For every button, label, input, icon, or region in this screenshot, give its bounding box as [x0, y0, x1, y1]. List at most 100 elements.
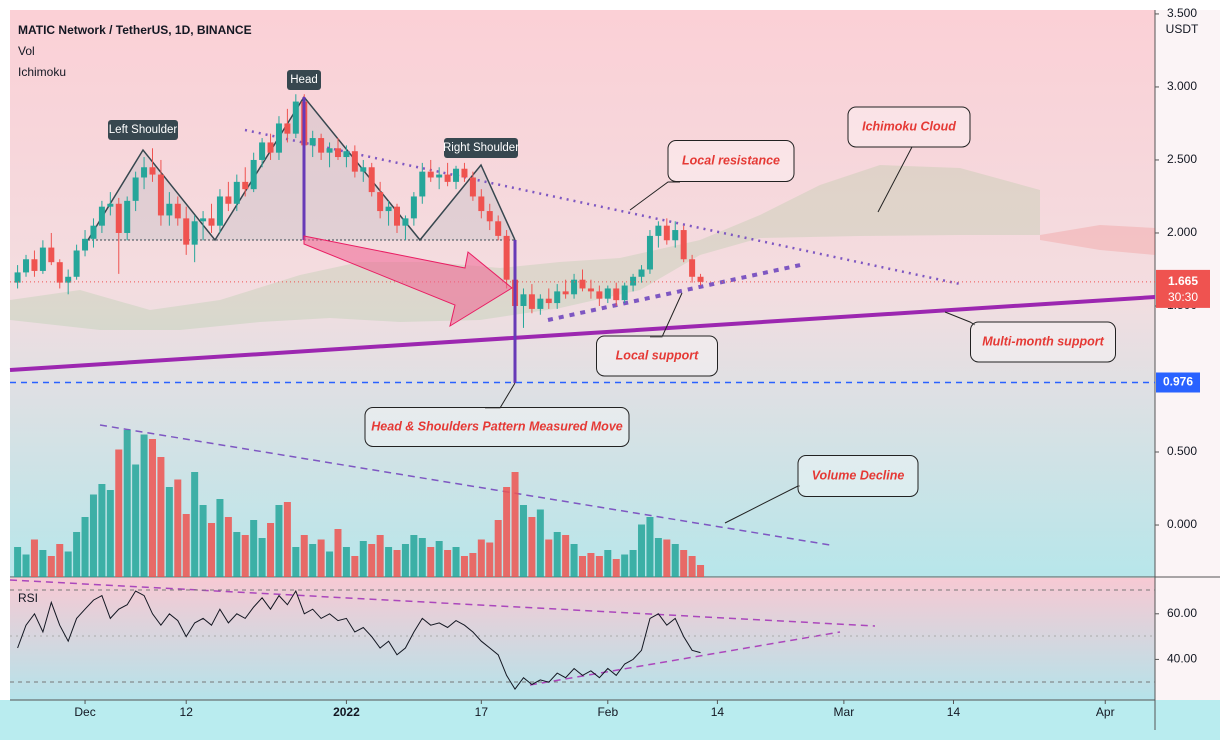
volume-bar	[275, 505, 283, 577]
candle-body	[132, 177, 139, 201]
x-tick-label: 14	[711, 705, 725, 719]
candle-body	[562, 291, 569, 295]
volume-bar	[697, 565, 705, 577]
indicator-label: Vol	[18, 44, 35, 58]
volume-bar	[283, 502, 291, 577]
volume-bar	[317, 539, 325, 577]
volume-bar	[224, 517, 232, 577]
candle-body	[360, 167, 367, 172]
candle-body	[73, 250, 80, 277]
x-tick-label: Feb	[597, 705, 618, 719]
y-tick-label: 3.000	[1167, 79, 1197, 93]
volume-bar	[132, 464, 140, 577]
volume-bar	[604, 550, 612, 577]
candle-body	[672, 230, 679, 241]
candle-body	[604, 288, 611, 299]
candle-body	[528, 294, 535, 309]
candle-body	[520, 294, 527, 306]
candle-body	[275, 123, 282, 153]
volume-bar	[570, 544, 578, 577]
volume-bar	[452, 547, 460, 577]
volume-bar	[191, 472, 199, 577]
volume-bar	[460, 556, 468, 577]
candle-body	[107, 203, 114, 207]
volume-bar	[39, 550, 47, 577]
volume-bar	[646, 517, 654, 577]
volume-bar	[654, 538, 662, 577]
candle-body	[410, 196, 417, 219]
target-tag	[1156, 372, 1200, 393]
multi-month-support-line	[9, 295, 1156, 372]
volume-bar	[612, 559, 620, 577]
volume-bar	[680, 550, 688, 577]
candle-body	[638, 269, 645, 277]
candle-body	[596, 291, 603, 299]
candle-body	[343, 151, 350, 158]
candle-body	[115, 203, 122, 233]
volume-bar	[123, 430, 131, 577]
candle-body	[579, 279, 586, 289]
label-badge	[108, 120, 178, 140]
volume-bar	[621, 554, 629, 577]
volume-bar	[241, 535, 249, 577]
volume-bar	[393, 550, 401, 577]
candle-body	[48, 247, 55, 263]
rsi-trend-line	[9, 579, 876, 627]
volume-bar	[427, 547, 435, 577]
label-badge	[444, 138, 518, 158]
volume-decline-line	[99, 424, 831, 546]
candle-body	[200, 218, 207, 222]
candle-body	[663, 225, 670, 241]
annotation-text: Multi-month support	[982, 334, 1104, 348]
candle-body	[225, 196, 232, 204]
volume-bar	[267, 523, 275, 577]
candle-body	[65, 276, 72, 283]
candle-body	[621, 285, 628, 301]
candle-body	[478, 196, 485, 212]
pointer	[650, 292, 683, 338]
volume-bar	[334, 529, 342, 577]
volume-bar	[98, 484, 106, 577]
volume-bar	[182, 514, 190, 577]
time-axis-bg	[0, 700, 1220, 740]
candle-body	[250, 159, 257, 190]
candle-body	[157, 174, 164, 216]
candle-body	[469, 177, 476, 197]
hs-shade	[88, 97, 515, 240]
volume-bar	[174, 479, 182, 577]
candle-body	[385, 206, 392, 212]
volume-bar	[511, 472, 519, 577]
callout-box	[847, 106, 971, 148]
candle-body	[545, 298, 552, 304]
volume-bar	[545, 539, 553, 577]
rsi-line	[17, 589, 701, 690]
y-tick-label: 0.500	[1167, 444, 1197, 458]
candle-body	[444, 174, 451, 182]
marks	[10, 94, 1155, 690]
volume-bar	[368, 544, 376, 577]
candle-body	[646, 235, 653, 270]
candle-body	[191, 221, 198, 245]
candle-body	[334, 148, 341, 158]
callout-box	[797, 455, 919, 497]
callout-box	[596, 335, 718, 377]
volume-bar	[519, 505, 527, 577]
candle-body	[587, 288, 594, 292]
candle-body	[453, 168, 460, 182]
candle-body	[630, 276, 637, 286]
candle-body	[680, 230, 687, 260]
candle-body	[82, 238, 89, 251]
currency-label: USDT	[1166, 22, 1199, 36]
candle-body	[368, 167, 375, 193]
candle-body	[503, 235, 510, 280]
countdown-label: 30:30	[1168, 290, 1198, 304]
candle-body	[56, 262, 63, 283]
y-tick-label: 3.500	[1167, 6, 1197, 20]
candle-body	[292, 101, 299, 134]
volume-bar	[477, 539, 485, 577]
volume-bar	[199, 505, 207, 577]
candle-body	[124, 200, 131, 233]
resistance-line	[244, 128, 961, 286]
volume-bar	[410, 535, 418, 577]
candle-body	[284, 123, 291, 134]
